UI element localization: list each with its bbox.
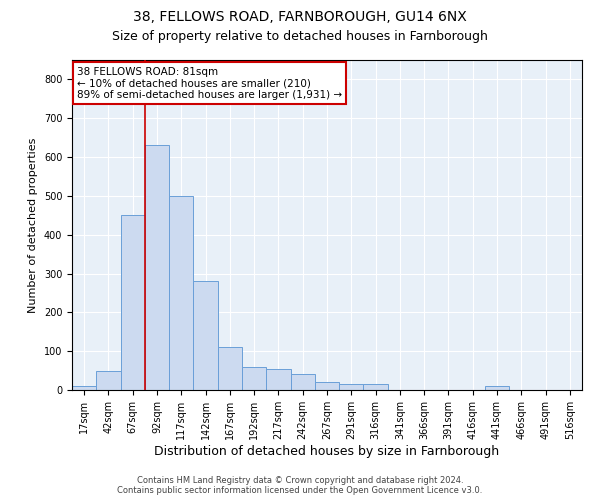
Y-axis label: Number of detached properties: Number of detached properties bbox=[28, 138, 38, 312]
Bar bbox=[193, 282, 218, 390]
Bar bbox=[315, 382, 339, 390]
Bar bbox=[145, 146, 169, 390]
Text: Contains HM Land Registry data © Crown copyright and database right 2024.
Contai: Contains HM Land Registry data © Crown c… bbox=[118, 476, 482, 495]
Bar bbox=[339, 384, 364, 390]
Bar bbox=[485, 386, 509, 390]
Bar bbox=[121, 216, 145, 390]
Bar bbox=[72, 386, 96, 390]
Text: 38, FELLOWS ROAD, FARNBOROUGH, GU14 6NX: 38, FELLOWS ROAD, FARNBOROUGH, GU14 6NX bbox=[133, 10, 467, 24]
Bar bbox=[364, 384, 388, 390]
Bar bbox=[169, 196, 193, 390]
Bar bbox=[96, 370, 121, 390]
X-axis label: Distribution of detached houses by size in Farnborough: Distribution of detached houses by size … bbox=[154, 444, 500, 458]
Text: Size of property relative to detached houses in Farnborough: Size of property relative to detached ho… bbox=[112, 30, 488, 43]
Bar bbox=[242, 366, 266, 390]
Bar bbox=[290, 374, 315, 390]
Bar bbox=[266, 368, 290, 390]
Text: 38 FELLOWS ROAD: 81sqm
← 10% of detached houses are smaller (210)
89% of semi-de: 38 FELLOWS ROAD: 81sqm ← 10% of detached… bbox=[77, 66, 342, 100]
Bar bbox=[218, 348, 242, 390]
